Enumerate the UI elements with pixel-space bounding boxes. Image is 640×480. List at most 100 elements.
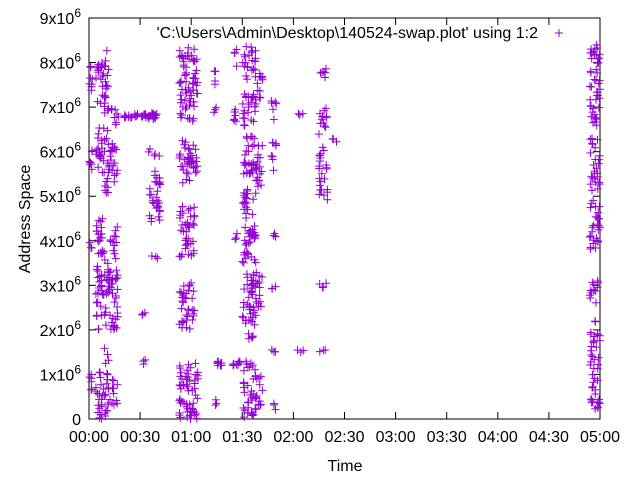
data-point — [243, 189, 252, 198]
data-point — [184, 169, 193, 178]
data-point — [240, 106, 249, 115]
y-tick-mantissa: 4x10 — [40, 234, 75, 251]
data-point — [268, 105, 277, 114]
data-point — [183, 312, 192, 321]
data-point — [248, 132, 257, 141]
y-tick-label: 4x106 — [40, 229, 82, 251]
data-point — [189, 399, 198, 408]
y-tick-exponent: 6 — [74, 51, 81, 65]
data-point — [241, 150, 250, 159]
data-point — [154, 196, 163, 205]
data-point — [253, 279, 262, 288]
y-tick-mantissa: 7x10 — [40, 100, 75, 117]
data-point — [100, 247, 109, 256]
data-point — [185, 400, 194, 409]
data-point — [101, 359, 110, 368]
data-point — [248, 210, 257, 219]
data-point — [176, 91, 185, 100]
data-point — [322, 161, 331, 170]
data-point — [184, 286, 193, 295]
data-point — [315, 151, 324, 160]
data-point — [176, 372, 185, 381]
data-point — [230, 49, 239, 58]
data-point — [243, 273, 252, 282]
data-point — [588, 139, 597, 148]
data-point — [251, 95, 260, 104]
data-point — [232, 229, 241, 238]
data-point — [104, 140, 113, 149]
data-point — [193, 89, 202, 98]
data-point — [184, 305, 193, 314]
data-point — [251, 311, 260, 320]
data-point — [105, 395, 114, 404]
data-point — [252, 297, 261, 306]
y-tick-label: 8x106 — [40, 51, 82, 73]
data-point — [590, 167, 599, 176]
data-point — [271, 405, 280, 414]
data-point — [153, 187, 162, 196]
data-point — [586, 395, 595, 404]
y-tick-exponent: 6 — [74, 95, 81, 109]
data-point — [93, 389, 102, 398]
data-point — [250, 222, 259, 231]
data-point — [94, 216, 103, 225]
data-point — [191, 391, 200, 400]
data-point — [100, 344, 109, 353]
data-point — [244, 329, 253, 338]
data-point — [252, 99, 261, 108]
data-point — [144, 114, 153, 123]
data-point — [589, 196, 598, 205]
data-point — [247, 66, 256, 75]
data-point — [100, 135, 109, 144]
data-point — [109, 384, 118, 393]
data-point — [252, 374, 261, 383]
data-point — [96, 248, 105, 257]
data-point — [192, 66, 201, 75]
data-point — [113, 271, 122, 280]
data-point — [101, 186, 110, 195]
data-point — [110, 145, 119, 154]
data-point — [191, 74, 200, 83]
data-point — [247, 115, 256, 124]
data-point — [112, 396, 121, 405]
data-point — [97, 286, 106, 295]
data-point — [183, 160, 192, 169]
data-point — [589, 378, 598, 387]
data-point — [268, 138, 277, 147]
data-point — [149, 110, 158, 119]
data-point — [102, 46, 111, 55]
data-point — [182, 77, 191, 86]
y-tick-mantissa: 0 — [72, 412, 81, 429]
data-point — [175, 380, 184, 389]
data-point — [253, 176, 262, 185]
data-point — [317, 169, 326, 178]
data-point — [192, 167, 201, 176]
data-point — [294, 109, 303, 118]
data-point — [239, 188, 248, 197]
data-point — [588, 352, 597, 361]
data-point — [99, 69, 108, 78]
data-point — [269, 231, 278, 240]
data-point — [145, 184, 154, 193]
data-point — [231, 235, 240, 244]
y-tick-mantissa: 1x10 — [40, 367, 75, 384]
data-point — [87, 165, 96, 174]
data-point — [98, 246, 107, 255]
x-tick-label: 00:30 — [120, 429, 160, 446]
data-point — [258, 386, 267, 395]
y-tick-label: 0 — [72, 412, 81, 429]
data-point — [211, 395, 220, 404]
data-point — [92, 150, 101, 159]
data-point — [104, 65, 113, 74]
data-point — [586, 203, 595, 212]
data-point — [176, 252, 185, 261]
data-point — [189, 114, 198, 123]
data-point — [113, 380, 122, 389]
data-point — [588, 382, 597, 391]
data-point — [238, 257, 247, 266]
data-point — [592, 40, 601, 49]
data-point — [213, 359, 222, 368]
data-point — [235, 358, 244, 367]
data-point — [240, 120, 249, 129]
data-point — [594, 103, 603, 112]
